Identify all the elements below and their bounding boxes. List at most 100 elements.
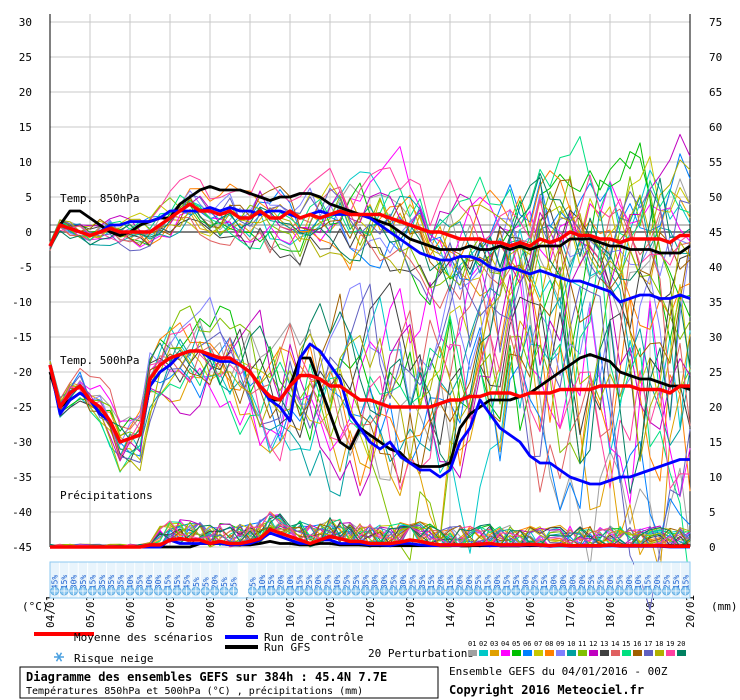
snow-risk-value: 35%: [79, 575, 88, 590]
right-tick-label: 0: [709, 541, 716, 554]
snow-risk-cell: 15%: [163, 562, 173, 598]
panel-label-precip: Précipitations: [60, 489, 153, 502]
snowflake-icon: [586, 586, 596, 596]
legend-mean-label: Moyenne des scénarios: [74, 631, 213, 644]
snowflake-icon: [633, 586, 643, 596]
snow-risk-value: 25%: [390, 575, 399, 590]
footer-run-info: Ensemble GEFS du 04/01/2016 - 00Z: [449, 665, 668, 678]
snow-risk-value: 10%: [634, 575, 643, 590]
perturbation-precip-line: [49, 511, 690, 548]
snow-risk-value: 25%: [408, 575, 417, 590]
snow-risk-cell: 20%: [313, 562, 323, 598]
snowflake-icon: [530, 586, 540, 596]
perturbation-legend-item: 02: [479, 640, 488, 656]
snow-risk-cell: 40%: [125, 562, 135, 598]
snowflake-icon: [257, 586, 267, 596]
snowflake-icon: [332, 586, 342, 596]
perturbation-legend-label: 03: [490, 640, 498, 648]
snow-risk-cell: 25%: [342, 562, 351, 598]
snow-risk-value: 25%: [587, 575, 596, 590]
perturbation-legend-swatch: [512, 650, 521, 656]
snow-risk-value: 15%: [446, 575, 455, 590]
snow-risk-cell: 15%: [426, 562, 436, 598]
left-tick-label: -5: [19, 261, 32, 274]
snow-risk-cell: 5%: [247, 562, 257, 598]
snow-risk-cell: 30%: [492, 562, 502, 598]
left-tick-label: -15: [12, 331, 32, 344]
snow-risk-cell: 15%: [266, 562, 276, 598]
snow-risk-value: 15%: [164, 575, 173, 590]
perturbation-t850-line: [49, 172, 691, 292]
snowflake-icon: [502, 586, 511, 596]
snowflake-icon: [106, 586, 116, 596]
x-tick-label: 05/01: [84, 595, 97, 628]
snowflake-icon: [558, 586, 568, 596]
mean-t850-line: [48, 202, 690, 248]
snowflake-icon: [360, 586, 370, 596]
perturbation-legend-label: 12: [589, 640, 597, 648]
perturbation-t500-line: [49, 245, 691, 497]
left-tick-label: -25: [12, 401, 32, 414]
perturbation-legend-item: 09: [556, 640, 565, 656]
snow-risk-cell: 25%: [304, 562, 314, 598]
perturbation-lines: [49, 133, 691, 611]
perturbation-legend-item: 16: [633, 640, 642, 656]
snow-risk-cell: 25%: [389, 562, 399, 598]
perturbation-legend-label: 19: [666, 640, 674, 648]
right-tick-label: 65: [709, 86, 722, 99]
snow-risk-value: 25%: [305, 575, 314, 590]
snowflake-icon: [577, 586, 587, 596]
snowflake-icon: [549, 586, 558, 596]
snow-risk-cell: 25%: [407, 562, 417, 598]
snowflake-icon: [295, 586, 304, 596]
snowflake-icon: [652, 586, 662, 596]
snow-risk-cell: 25%: [351, 562, 361, 598]
snow-risk-value: 35%: [107, 575, 116, 590]
control-t500-line: [48, 342, 690, 486]
snowflake-icon: [125, 586, 135, 596]
snow-risk-cell: 45%: [172, 562, 182, 598]
legend-control-label: Run de contrôle: [264, 631, 363, 644]
snow-risk-value: 45%: [173, 575, 182, 590]
snow-risk-cell: 40%: [332, 562, 342, 598]
snowflake-icon: [135, 586, 144, 596]
snow-risk-value: 25%: [597, 575, 606, 590]
snow-risk-value: 20%: [455, 575, 464, 590]
snowflake-icon: [417, 586, 427, 596]
perturbation-legend-swatch: [622, 650, 631, 656]
x-tick-label: 17/01: [564, 595, 577, 628]
snow-risk-value: 30%: [550, 575, 559, 590]
snowflake-icon: [116, 586, 125, 596]
perturbation-legend-swatch: [468, 650, 477, 656]
snow-risk-cell: 5%: [219, 562, 229, 598]
legend-perturbations-label: 20 Perturbations: [368, 647, 474, 660]
snow-risk-value: 15%: [427, 575, 436, 590]
perturbation-legend-item: 12: [589, 640, 598, 656]
snow-risk-value: 30%: [399, 575, 408, 590]
perturbation-legend-item: 08: [545, 640, 554, 656]
snow-risk-cell: 25%: [615, 562, 624, 598]
left-tick-label: 15: [19, 121, 32, 134]
perturbation-legend-swatch: [556, 650, 565, 656]
snow-risk-value: 5%: [201, 577, 210, 587]
perturbation-legend-swatch: [600, 650, 609, 656]
snow-risk-cell: 10%: [633, 562, 643, 598]
snowflake-icon: [389, 586, 398, 596]
perturbation-legend-swatch: [501, 650, 510, 656]
snow-risk-cell: 20%: [210, 562, 220, 598]
x-tick-label: 04/01: [44, 595, 57, 628]
right-tick-label: 75: [709, 16, 722, 29]
perturbation-legend-item: 07: [534, 640, 543, 656]
snowflake-icon: [473, 586, 483, 596]
snow-risk-cell: 10%: [285, 562, 295, 598]
snowflake-icon: [662, 586, 671, 596]
snow-risk-value: 10%: [286, 575, 295, 590]
perturbation-t850-line: [49, 186, 691, 309]
snow-risk-cell: 15%: [445, 562, 455, 598]
snow-risk-cell: 10%: [257, 562, 267, 598]
perturbation-legend-swatch: [644, 650, 653, 656]
snowflake-icon: [605, 586, 615, 596]
snow-risk-cell: 5%: [229, 562, 239, 598]
snow-risk-value: 45%: [512, 575, 521, 590]
snowflake-icon: [671, 586, 681, 596]
